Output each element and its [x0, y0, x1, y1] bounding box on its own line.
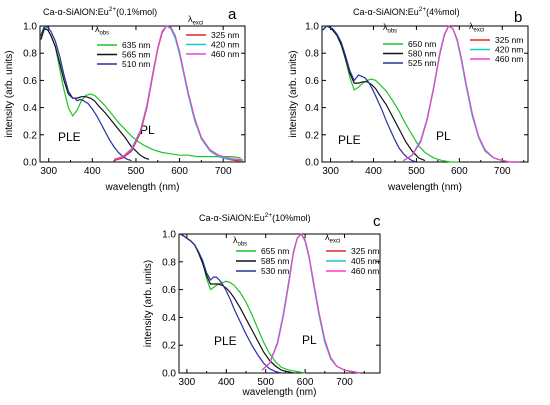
y-tick-label: 0.6	[162, 285, 176, 296]
ple-legend-entry: 580 nm	[408, 49, 436, 59]
x-tick-label: 500	[408, 166, 425, 177]
y-tick-label: 0.6	[23, 76, 37, 87]
pl-legend-entry: 460 nm	[495, 54, 523, 64]
y-tick-label: 0.4	[305, 103, 319, 114]
x-tick-label: 300	[322, 166, 339, 177]
ple-series-line	[322, 25, 426, 162]
x-tick-label: 400	[365, 166, 382, 177]
ple-series-line	[322, 25, 417, 163]
pl-legend-entry: 325 nm	[211, 30, 239, 40]
y-axis-label: intensity (arb. units)	[4, 50, 15, 137]
y-tick-label: 0.4	[23, 103, 37, 114]
y-tick-label: 1.0	[305, 22, 319, 33]
x-axis-label: wavelength (nm)	[242, 387, 317, 398]
ple-legend-entry: 655 nm	[261, 246, 289, 256]
y-tick-label: 0.2	[305, 130, 319, 141]
x-tick-label: 500	[257, 377, 274, 388]
y-tick-label: 0.6	[305, 76, 319, 87]
ple-legend-header: λobs	[95, 24, 109, 37]
ple-series-line	[40, 25, 132, 162]
plot-frame	[321, 25, 529, 163]
pl-series-line	[403, 25, 520, 163]
pl-legend-entry: 420 nm	[495, 45, 523, 55]
y-axis-label: intensity (arb. units)	[143, 260, 154, 347]
chart-title: Ca-α-SiAlON:Eu2+(4%mol)	[353, 6, 460, 17]
x-axis-label: wavelength (nm)	[105, 182, 180, 193]
pl-legend-entry: 325 nm	[495, 35, 523, 45]
x-tick-label: 700	[215, 166, 232, 177]
x-tick-label: 500	[128, 166, 145, 177]
x-tick-label: 600	[297, 377, 314, 388]
y-tick-label: 0.0	[23, 158, 37, 169]
y-tick-label: 1.0	[23, 22, 37, 33]
chart-panel-b: 300 400 500 600 700 0.0 0.2 0.4 0.6 0.8 1.0 wavelen…	[288, 6, 529, 193]
chart-title: Ca-α-SiAlON:Eu2+(10%mol)	[199, 212, 311, 223]
x-tick-label: 400	[84, 166, 101, 177]
pl-region-label: PL	[302, 333, 317, 347]
panel-letter: c	[373, 213, 381, 230]
ple-legend-header: λobs	[383, 22, 397, 35]
pl-series-line	[261, 233, 361, 374]
panel-letter: b	[514, 9, 522, 26]
pl-legend-entry: 325 nm	[351, 246, 379, 256]
ple-region-label: PLE	[338, 133, 361, 147]
pl-legend-header: λexci	[188, 14, 203, 27]
y-tick-label: 0.2	[23, 130, 37, 141]
ple-legend-entry: 510 nm	[122, 59, 150, 69]
pl-legend-entry: 460 nm	[351, 266, 379, 276]
ple-legend-entry: 530 nm	[261, 266, 289, 276]
x-tick-label: 400	[218, 377, 235, 388]
ple-region-label: PLE	[58, 130, 81, 144]
plot-frame	[39, 25, 246, 163]
y-tick-label: 0.8	[162, 257, 176, 268]
x-tick-label: 700	[494, 166, 511, 177]
x-tick-label: 600	[451, 166, 468, 177]
y-axis-label: intensity (arb. units)	[288, 50, 299, 137]
y-tick-label: 0.0	[162, 369, 176, 380]
ple-legend-entry: 525 nm	[408, 58, 436, 68]
x-axis-label: wavelength (nm)	[387, 182, 462, 193]
x-tick-label: 300	[40, 166, 57, 177]
y-tick-label: 1.0	[162, 230, 176, 241]
x-tick-label: 300	[179, 377, 196, 388]
y-tick-label: 0.8	[305, 49, 319, 60]
ple-legend-entry: 585 nm	[261, 256, 289, 266]
chart-title: Ca-α-SiAlON:Eu2+(0.1%mol)	[43, 6, 157, 17]
ple-series-line	[179, 233, 282, 374]
pl-region-label: PL	[436, 129, 451, 143]
pl-series-line	[113, 25, 243, 160]
x-tick-label: 700	[336, 377, 353, 388]
ple-legend-header: λobs	[233, 235, 247, 248]
y-tick-label: 0.8	[23, 49, 37, 60]
pl-legend-entry: 460 nm	[211, 49, 239, 59]
pl-legend-header: λexci	[325, 232, 340, 245]
y-tick-label: 0.2	[162, 341, 176, 352]
pl-region-label: PL	[140, 123, 155, 137]
pl-legend-header: λexci	[469, 21, 484, 34]
y-tick-label: 0.0	[305, 158, 319, 169]
ple-series-line	[40, 26, 241, 159]
panel-letter: a	[228, 6, 237, 23]
ple-legend-entry: 635 nm	[122, 40, 150, 50]
x-tick-label: 600	[171, 166, 188, 177]
pl-legend-entry: 420 nm	[211, 40, 239, 50]
pl-legend-entry: 405 nm	[351, 256, 379, 266]
ple-legend-entry: 565 nm	[122, 50, 150, 60]
y-tick-label: 0.4	[162, 313, 176, 324]
chart-panel-c: 300 400 500 600 700 0.0 0.2 0.4 0.6 0.8 1.0 wavelen…	[143, 212, 381, 398]
ple-legend-entry: 650 nm	[408, 39, 436, 49]
chart-panel-a: 300 400 500 600 700 0.0 0.2 0.4 0.6 0.8 1.0 wavelen…	[4, 6, 246, 193]
ple-region-label: PLE	[214, 334, 237, 348]
